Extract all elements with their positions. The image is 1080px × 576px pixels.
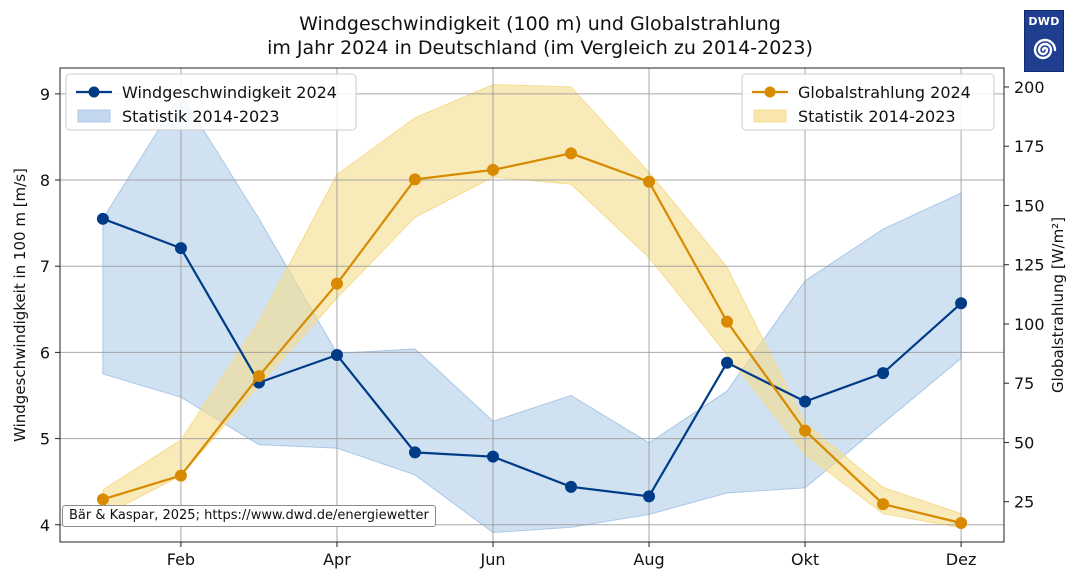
point-wind-jul: [565, 480, 578, 493]
legend-wind-marker-swatch: [88, 86, 100, 98]
legend-radiation-box: [741, 73, 995, 131]
point-radiation-aug: [643, 175, 656, 188]
line-wind-2024: [102, 217, 962, 498]
right-tick-label: 175: [1014, 137, 1045, 156]
point-wind-feb: [174, 242, 187, 255]
point-radiation-jul: [565, 147, 578, 160]
point-radiation-jun: [486, 163, 499, 176]
point-radiation-jan: [96, 493, 109, 506]
chart-subtitle: im Jahr 2024 in Deutschland (im Vergleic…: [267, 37, 813, 59]
x-tick-label: Apr: [323, 550, 351, 569]
plot-frame: [59, 67, 1005, 543]
right-tick-label: 25: [1014, 493, 1034, 512]
legend-wind: Windgeschwindigkeit 2024 Statistik 2014-2…: [65, 73, 357, 131]
point-radiation-feb: [174, 469, 187, 482]
point-wind-aug: [643, 490, 656, 503]
left-tick-label: 8: [40, 171, 50, 190]
point-radiation-nov: [877, 498, 890, 511]
point-wind-dez: [955, 297, 968, 310]
legend-radiation: Globalstrahlung 2024 Statistik 2014-2023: [741, 73, 995, 131]
right-axis-label: Globalstrahlung [W/m²]: [1049, 217, 1067, 393]
x-tick-label: Aug: [633, 550, 664, 569]
legend-wind-box: [65, 73, 357, 131]
left-tick-label: 4: [40, 516, 50, 535]
point-radiation-mär: [252, 370, 265, 383]
x-tick-label: Dez: [946, 550, 977, 569]
point-wind-sep: [721, 356, 734, 369]
legend-wind-series-label: Windgeschwindigkeit 2024: [122, 83, 337, 102]
point-wind-mai: [408, 446, 421, 459]
left-tick-label: 9: [40, 85, 50, 104]
right-tick-label: 75: [1014, 374, 1034, 393]
right-tick-label: 100: [1014, 315, 1045, 334]
dwd-logo-text: DWD: [1028, 15, 1060, 28]
point-radiation-apr: [330, 277, 343, 290]
right-tick-label: 125: [1014, 256, 1045, 275]
right-tick-label: 150: [1014, 196, 1045, 215]
left-axis-label: Windgeschwindigkeit in 100 m [m/s]: [11, 168, 29, 442]
legend-radiation-band-label: Statistik 2014-2023: [798, 107, 956, 126]
point-wind-nov: [877, 367, 890, 380]
point-wind-jan: [96, 212, 109, 225]
left-tick-label: 7: [40, 257, 50, 276]
point-radiation-dez: [955, 517, 968, 530]
legend-wind-band-label: Statistik 2014-2023: [122, 107, 280, 126]
legend-wind-band-swatch: [77, 109, 111, 123]
line-radiation-2024: [102, 152, 962, 525]
x-tick-label: Jun: [479, 550, 505, 569]
x-tick-label: Feb: [167, 550, 195, 569]
left-tick-label: 5: [40, 430, 50, 449]
point-radiation-sep: [721, 315, 734, 328]
point-radiation-mai: [408, 173, 421, 186]
dwd-logo: DWD: [1024, 10, 1064, 72]
x-tick-label: Okt: [791, 550, 819, 569]
right-tick-label: 200: [1014, 78, 1045, 97]
left-tick-label: 6: [40, 343, 50, 362]
source-note: Bär & Kaspar, 2025; https://www.dwd.de/e…: [62, 505, 436, 527]
plot-area: [60, 68, 1004, 542]
point-radiation-okt: [799, 424, 812, 437]
legend-radiation-series-label: Globalstrahlung 2024: [798, 83, 971, 102]
legend-radiation-band-swatch: [753, 109, 787, 123]
dwd-swirl-icon: [1033, 38, 1057, 60]
legend-radiation-marker-swatch: [764, 86, 776, 98]
point-wind-okt: [799, 395, 812, 408]
chart-title: Windgeschwindigkeit (100 m) und Globalst…: [299, 13, 781, 35]
point-wind-jun: [486, 450, 499, 463]
right-tick-label: 50: [1014, 433, 1034, 452]
point-wind-apr: [330, 348, 343, 361]
